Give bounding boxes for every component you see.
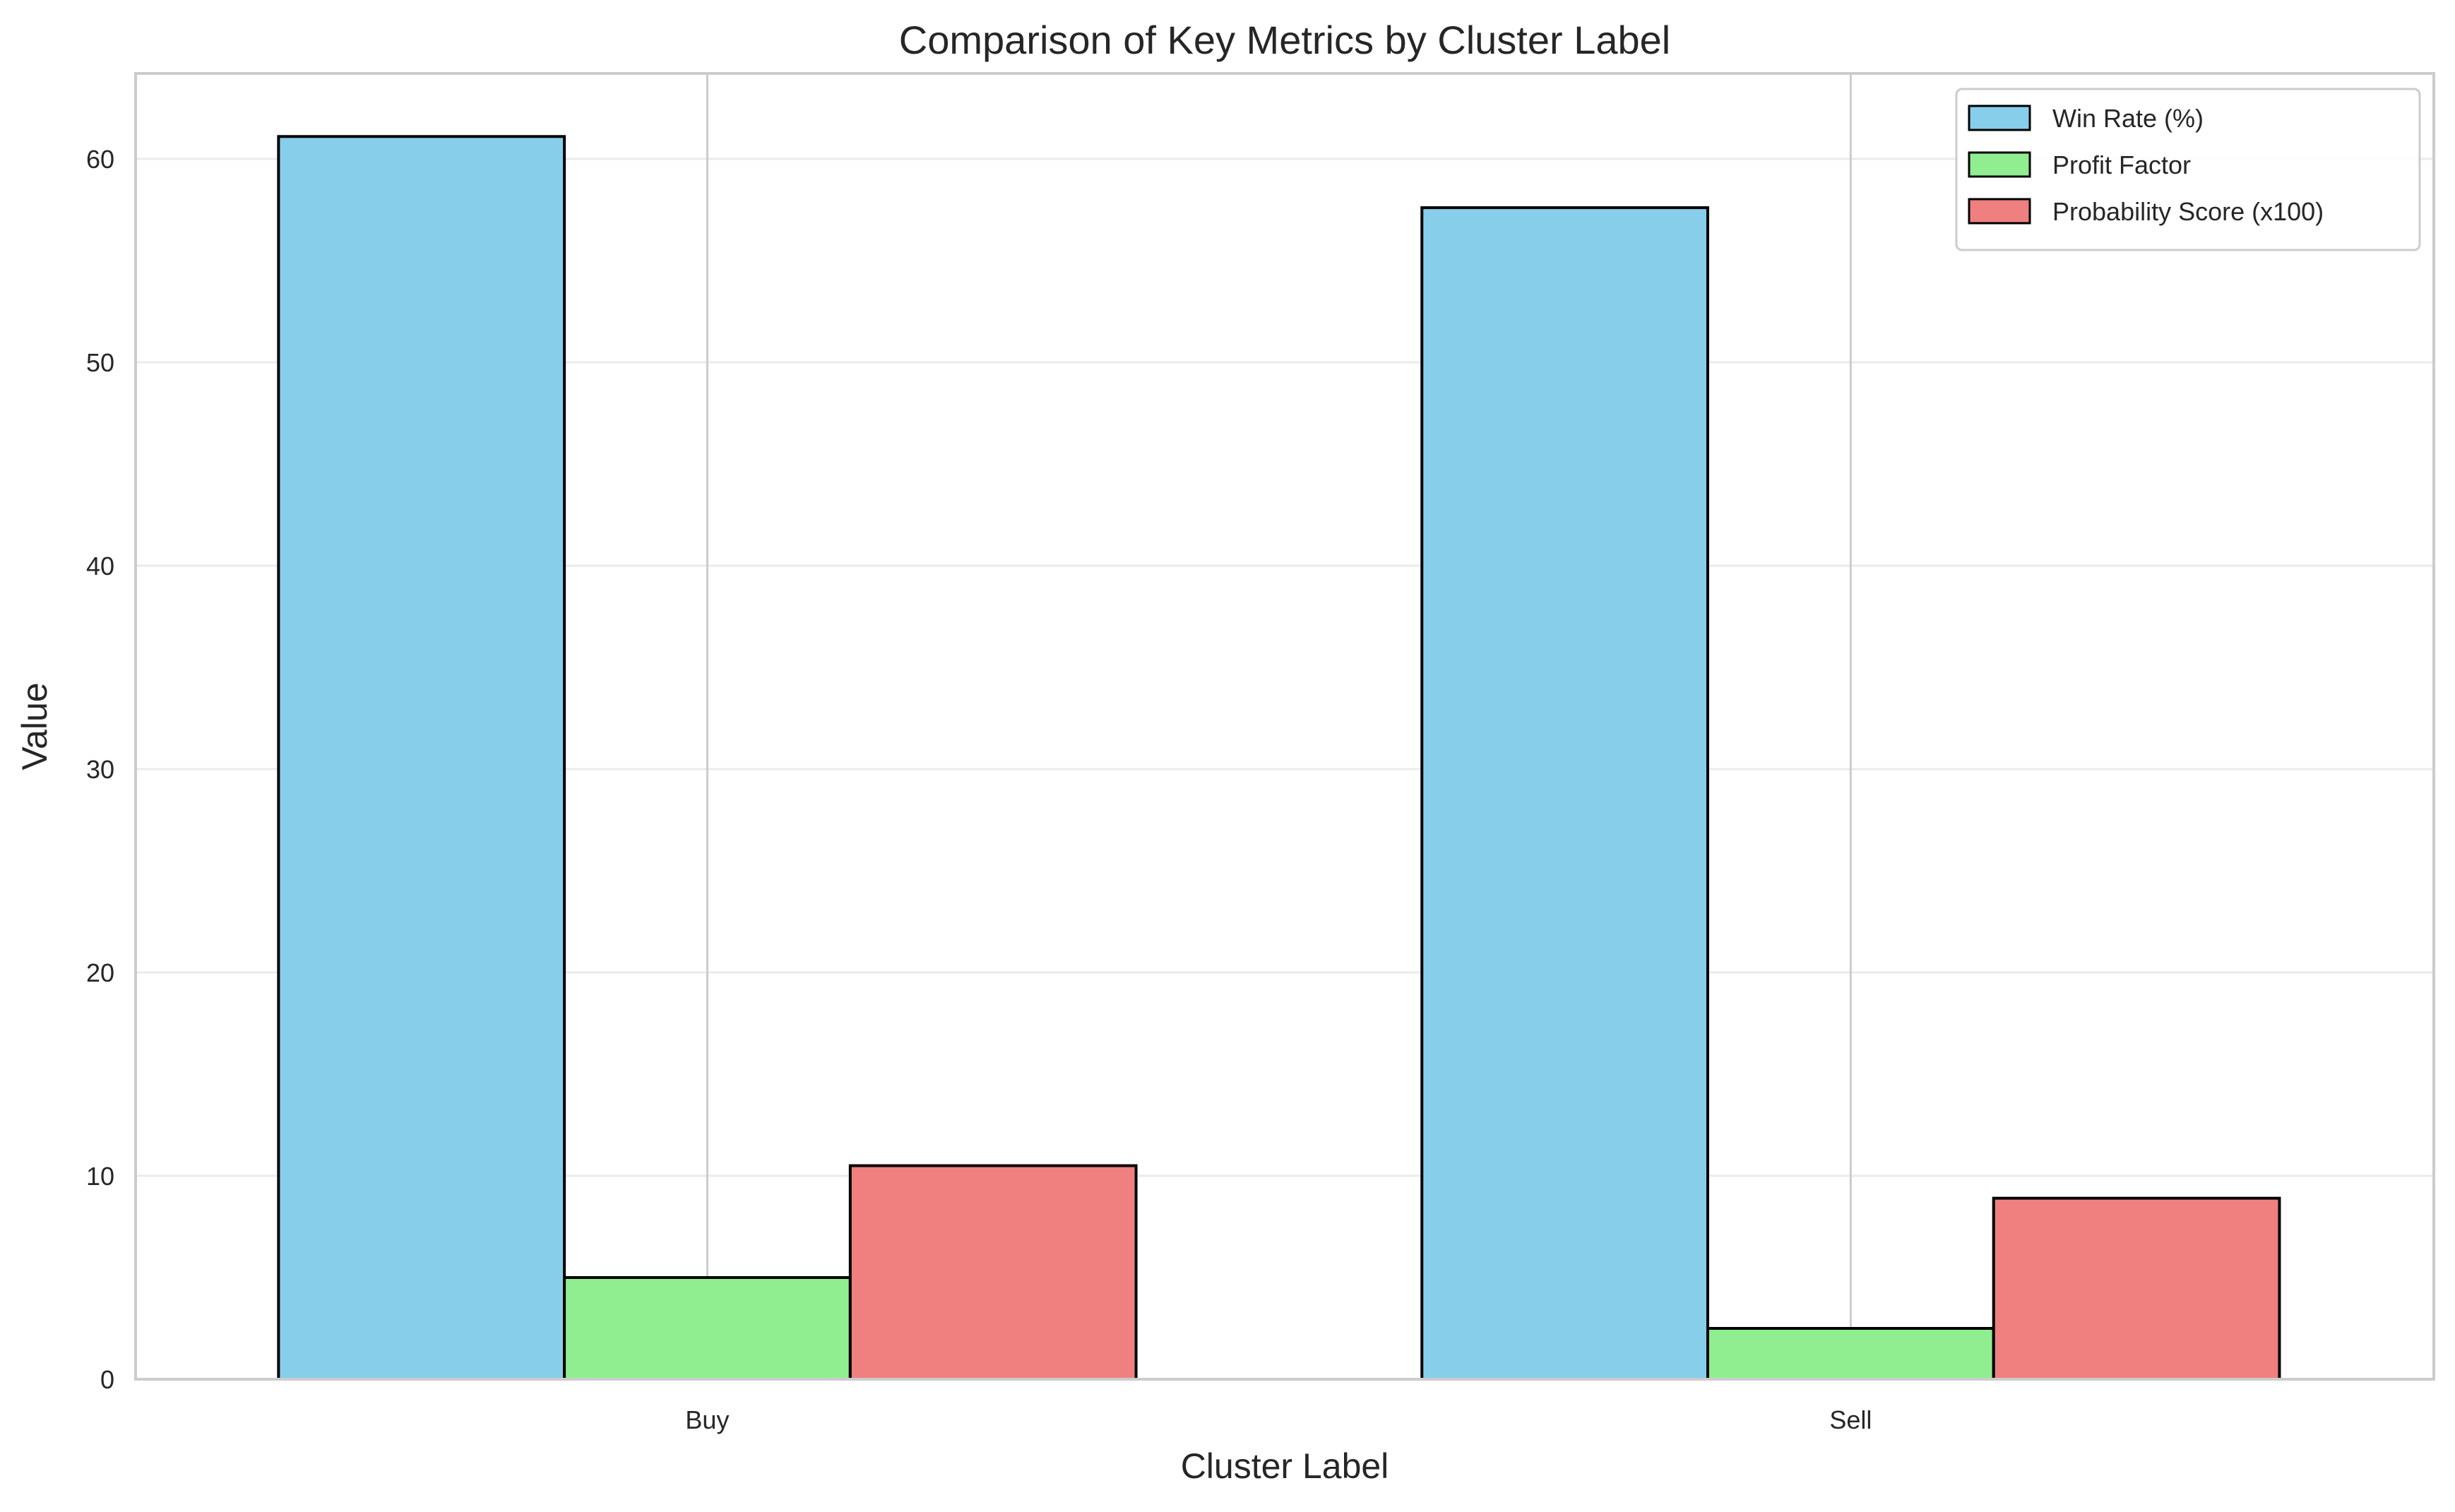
axis-ticks: 0 10 20 30 40 50 60 Buy Sell bbox=[86, 145, 1872, 1434]
y-tick-label: 40 bbox=[86, 552, 114, 581]
chart-title: Comparison of Key Metrics by Cluster Lab… bbox=[899, 18, 1670, 62]
y-tick-label: 30 bbox=[86, 755, 114, 784]
legend-label: Profit Factor bbox=[2052, 150, 2191, 179]
x-axis-label: Cluster Label bbox=[1181, 1446, 1389, 1486]
bar bbox=[848, 1164, 1138, 1381]
legend-label: Probability Score (x100) bbox=[2052, 197, 2324, 226]
legend-label: Win Rate (%) bbox=[2052, 104, 2204, 133]
bars bbox=[277, 135, 2281, 1381]
legend-swatch bbox=[1968, 198, 2031, 225]
y-axis-label: Value bbox=[15, 682, 54, 770]
bar bbox=[1420, 206, 1709, 1381]
x-tick-label: Sell bbox=[1829, 1405, 1872, 1434]
y-tick-label: 10 bbox=[86, 1162, 114, 1191]
legend: Win Rate (%) Profit Factor Probability Sco… bbox=[1955, 88, 2421, 251]
plot-frame bbox=[134, 72, 2435, 1381]
legend-box bbox=[1955, 88, 2421, 251]
y-tick-label: 0 bbox=[100, 1365, 114, 1394]
bar bbox=[277, 135, 566, 1381]
bar bbox=[1992, 1196, 2281, 1381]
y-tick-label: 60 bbox=[86, 145, 114, 174]
bar bbox=[563, 1275, 852, 1381]
bar bbox=[1706, 1326, 1995, 1381]
y-tick-label: 20 bbox=[86, 958, 114, 987]
legend-swatch bbox=[1968, 105, 2031, 131]
y-tick-label: 50 bbox=[86, 348, 114, 377]
legend-swatch bbox=[1968, 151, 2031, 178]
x-tick-label: Buy bbox=[685, 1405, 729, 1434]
